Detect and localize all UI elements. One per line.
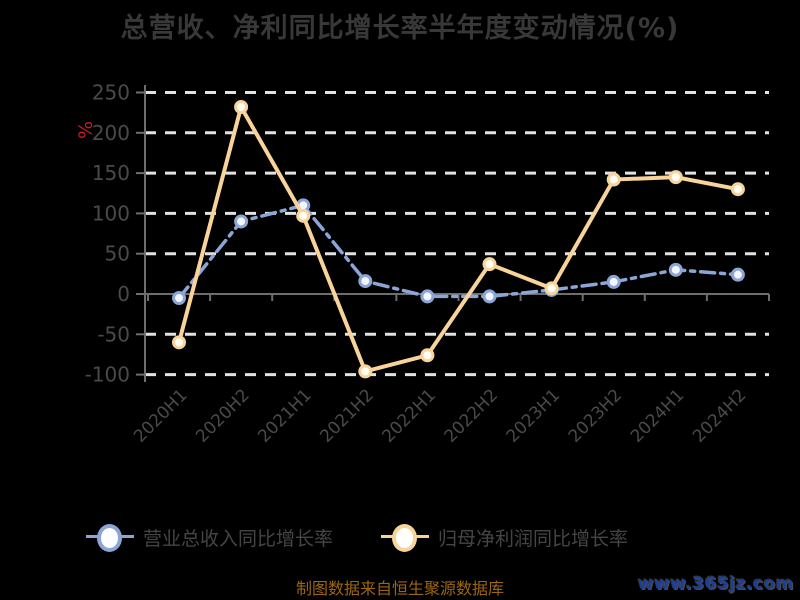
- x-tick-label: 2022H2: [441, 385, 502, 446]
- data-point-marker: [358, 274, 373, 289]
- y-tick-label: 100: [92, 201, 130, 225]
- data-source-note: 制图数据来自恒生聚源数据库: [295, 579, 504, 598]
- watermark-link[interactable]: www.365jz.com: [637, 574, 794, 594]
- y-tick-label: -50: [97, 322, 130, 346]
- data-point-marker: [482, 257, 497, 272]
- x-tick-label: 2021H1: [254, 385, 315, 446]
- chart-title: 总营收、净利同比增长率半年度变动情况(%): [120, 13, 680, 44]
- x-tick-label: 2020H1: [130, 385, 191, 446]
- data-point-marker: [420, 348, 435, 363]
- series-line: [177, 203, 740, 300]
- data-point-marker: [606, 172, 621, 187]
- chart-legend: 营业总收入同比增长率 归母净利润同比增长率: [86, 520, 628, 554]
- data-point-marker: [668, 262, 683, 277]
- legend-marker-icon: [381, 522, 430, 552]
- y-axis-unit-label: %: [75, 121, 97, 139]
- data-point-marker: [234, 100, 249, 115]
- data-point-marker: [358, 364, 373, 379]
- x-tick-label: 2024H1: [627, 385, 688, 446]
- data-point-marker: [606, 274, 621, 289]
- y-tick-label: 150: [92, 161, 130, 185]
- legend-item: 归母净利润同比增长率: [381, 522, 628, 552]
- x-tick-label: 2022H1: [379, 385, 440, 446]
- data-point-marker: [544, 281, 559, 296]
- y-tick-label: -100: [85, 363, 130, 387]
- x-tick-label: 2024H2: [689, 385, 750, 446]
- data-point-marker: [668, 170, 683, 185]
- data-point-marker: [234, 214, 249, 229]
- data-point-marker: [482, 289, 497, 304]
- legend-item: 营业总收入同比增长率: [86, 522, 333, 552]
- x-tick-label: 2020H2: [192, 385, 253, 446]
- data-point-marker: [172, 291, 186, 306]
- y-tick-label: 0: [117, 282, 130, 306]
- x-tick-label: 2023H2: [565, 385, 626, 446]
- legend-label: 归母净利润同比增长率: [438, 527, 629, 550]
- data-point-marker: [730, 182, 745, 197]
- data-point-marker: [730, 267, 745, 282]
- data-point-marker: [296, 208, 311, 223]
- y-tick-label: 50: [105, 242, 130, 266]
- legend-circle-icon: [392, 524, 418, 552]
- legend-label: 营业总收入同比增长率: [143, 527, 334, 550]
- legend-marker-icon: [86, 522, 134, 552]
- series-line: [177, 101, 740, 374]
- x-tick-label: 2023H1: [503, 385, 564, 446]
- y-tick-label: 200: [92, 121, 130, 145]
- data-point-marker: [420, 289, 435, 304]
- data-point-marker: [172, 335, 186, 350]
- x-tick-label: 2021H2: [316, 385, 377, 446]
- legend-circle-icon: [97, 524, 122, 552]
- y-tick-label: 250: [92, 81, 130, 105]
